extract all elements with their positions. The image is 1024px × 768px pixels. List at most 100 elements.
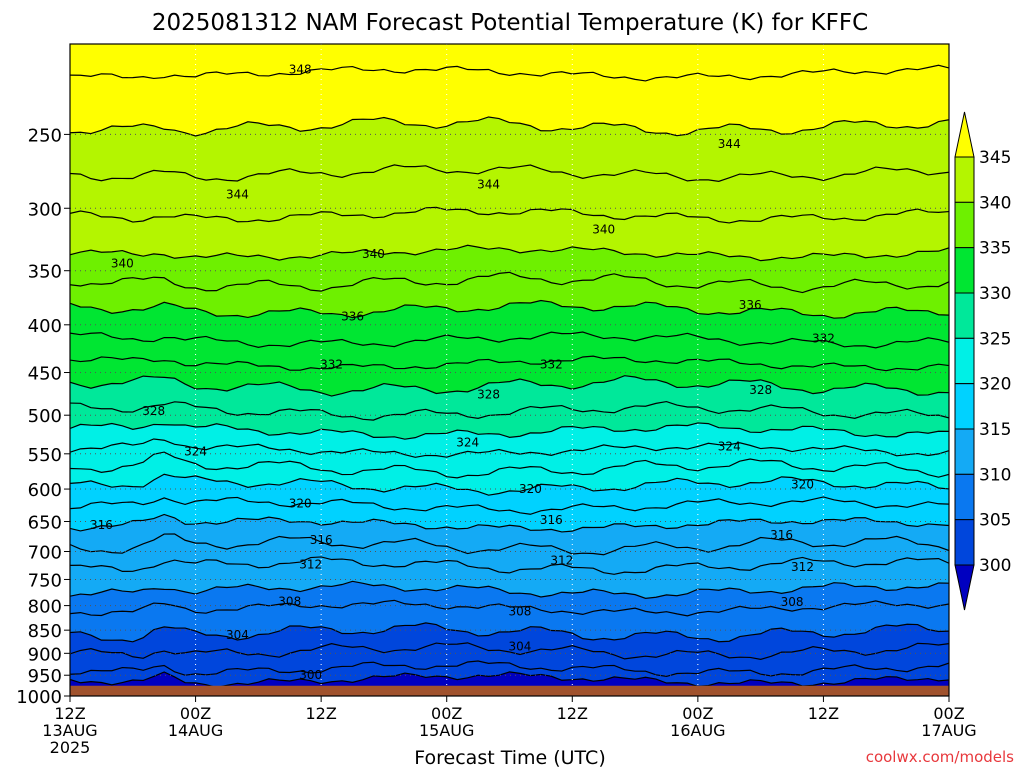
contour-label: 320	[289, 497, 312, 511]
plot-area: 348 344 344 344 340 340 340 336 336 332 332 332 328 3…	[70, 44, 949, 696]
colorbar-tick-label: 330	[979, 284, 1011, 304]
x-tick-label: 15AUG	[419, 721, 474, 740]
colorbar-tick-label: 315	[979, 420, 1011, 440]
x-axis-label: Forecast Time (UTC)	[414, 747, 605, 768]
colorbar-arrow-top	[954, 111, 975, 158]
contour-label: 312	[299, 558, 322, 572]
theta-band	[70, 622, 949, 660]
isentrope-348	[70, 64, 949, 82]
isentrope-326	[70, 422, 949, 440]
contour-label: 300	[299, 668, 322, 682]
isentrope-314	[70, 533, 949, 556]
colorbar-tick-label: 320	[979, 375, 1011, 395]
contour-label: 336	[739, 298, 762, 312]
theta-band	[70, 44, 949, 81]
isentrope-306	[70, 622, 949, 643]
isentrope-332	[70, 355, 949, 372]
contour-label: 316	[540, 513, 563, 527]
y-tick-label: 500	[28, 406, 62, 427]
y-tick-label: 700	[28, 543, 62, 564]
x-tick-label: 17AUG	[921, 721, 976, 740]
theta-band	[70, 164, 949, 223]
contour-label: 308	[509, 605, 532, 619]
colorbar-legend: 345 340 335 330 325 320 315 310 305 300	[954, 111, 1011, 611]
colorbar-tick-label: 300	[979, 556, 1011, 576]
chart-title: 2025081312 NAM Forecast Potential Temper…	[152, 10, 868, 36]
isentrope-346	[70, 116, 949, 137]
x-tick-label: 12Z	[557, 704, 588, 723]
y-tick-label: 350	[28, 262, 62, 283]
colorbar-tick-label: 335	[979, 239, 1011, 259]
theta-band	[70, 581, 949, 616]
theta-band	[70, 496, 949, 532]
isentrope-318	[70, 496, 949, 515]
isentrope-338	[70, 271, 949, 294]
contour-label: 308	[278, 595, 301, 609]
y-tick-label: 600	[28, 480, 62, 501]
contour-label: 332	[540, 357, 563, 371]
contour-label: 336	[341, 310, 364, 324]
x-tick-label: 12Z	[54, 704, 85, 723]
contour-label: 344	[477, 178, 500, 192]
colorbar-tick-label: 325	[979, 329, 1011, 349]
x-tick-label: 13AUG	[42, 721, 97, 740]
grid-lines	[70, 44, 949, 696]
theta-band	[70, 116, 949, 182]
theta-shading	[70, 44, 949, 696]
isentrope-328	[70, 400, 949, 421]
y-tick-label: 650	[28, 512, 62, 533]
colorbar-box	[954, 428, 975, 475]
isentrope-342	[70, 206, 949, 224]
y-tick-label: 1000	[16, 687, 62, 708]
credit-text: coolwx.com/models	[866, 748, 1014, 766]
x-tick-label: 00Z	[933, 704, 964, 723]
contour-label: 304	[226, 628, 249, 642]
contour-label: 320	[519, 482, 542, 496]
theta-band	[70, 439, 949, 478]
y-tick-label: 800	[28, 597, 62, 618]
theta-band	[70, 514, 949, 555]
colorbar-tick-label: 345	[979, 148, 1011, 168]
isentrope-334	[70, 331, 949, 349]
colorbar-tick-label: 340	[979, 193, 1011, 213]
colorbar-box	[954, 519, 975, 566]
colorbar-box	[954, 292, 975, 339]
contour-label: 316	[770, 528, 793, 542]
colorbar-tick-label: 310	[979, 465, 1011, 485]
y-tick-label: 450	[28, 364, 62, 385]
isentrope-308	[70, 599, 949, 617]
colorbar-tick-label: 305	[979, 511, 1011, 531]
y-tick-label: 250	[28, 125, 62, 146]
isentrope-316	[70, 513, 949, 533]
y-tick-label: 850	[28, 621, 62, 642]
contour-label: 340	[111, 257, 134, 271]
y-tick-label: 300	[28, 199, 62, 220]
x-tick-label: 2025	[50, 738, 91, 757]
isentrope-324	[70, 438, 949, 458]
y-tick-label: 400	[28, 316, 62, 337]
colorbar-box	[954, 247, 975, 294]
contour-label: 312	[550, 554, 573, 568]
theta-band	[70, 332, 949, 371]
isentrope-322	[70, 451, 949, 479]
isentrope-310	[70, 580, 949, 599]
x-tick-label: 16AUG	[670, 721, 725, 740]
contour-label: 312	[791, 560, 814, 574]
contour-label: 316	[90, 518, 113, 532]
plot-frame	[69, 43, 950, 697]
contour-label: 316	[310, 533, 333, 547]
theta-band	[70, 474, 949, 515]
theta-band	[70, 533, 949, 575]
x-tick-label: 12Z	[305, 704, 336, 723]
contour-label: 332	[320, 357, 343, 371]
theta-band	[70, 300, 949, 348]
y-tick-label: 900	[28, 644, 62, 665]
x-tick-label: 00Z	[180, 704, 211, 723]
x-tick-label: 14AUG	[168, 721, 223, 740]
theta-band	[70, 65, 949, 137]
ground-below-surface	[70, 685, 949, 696]
contour-label: 308	[781, 595, 804, 609]
x-tick-label: 00Z	[431, 704, 462, 723]
y-axis: 2503003504004505005506006507007508008509…	[16, 125, 70, 708]
